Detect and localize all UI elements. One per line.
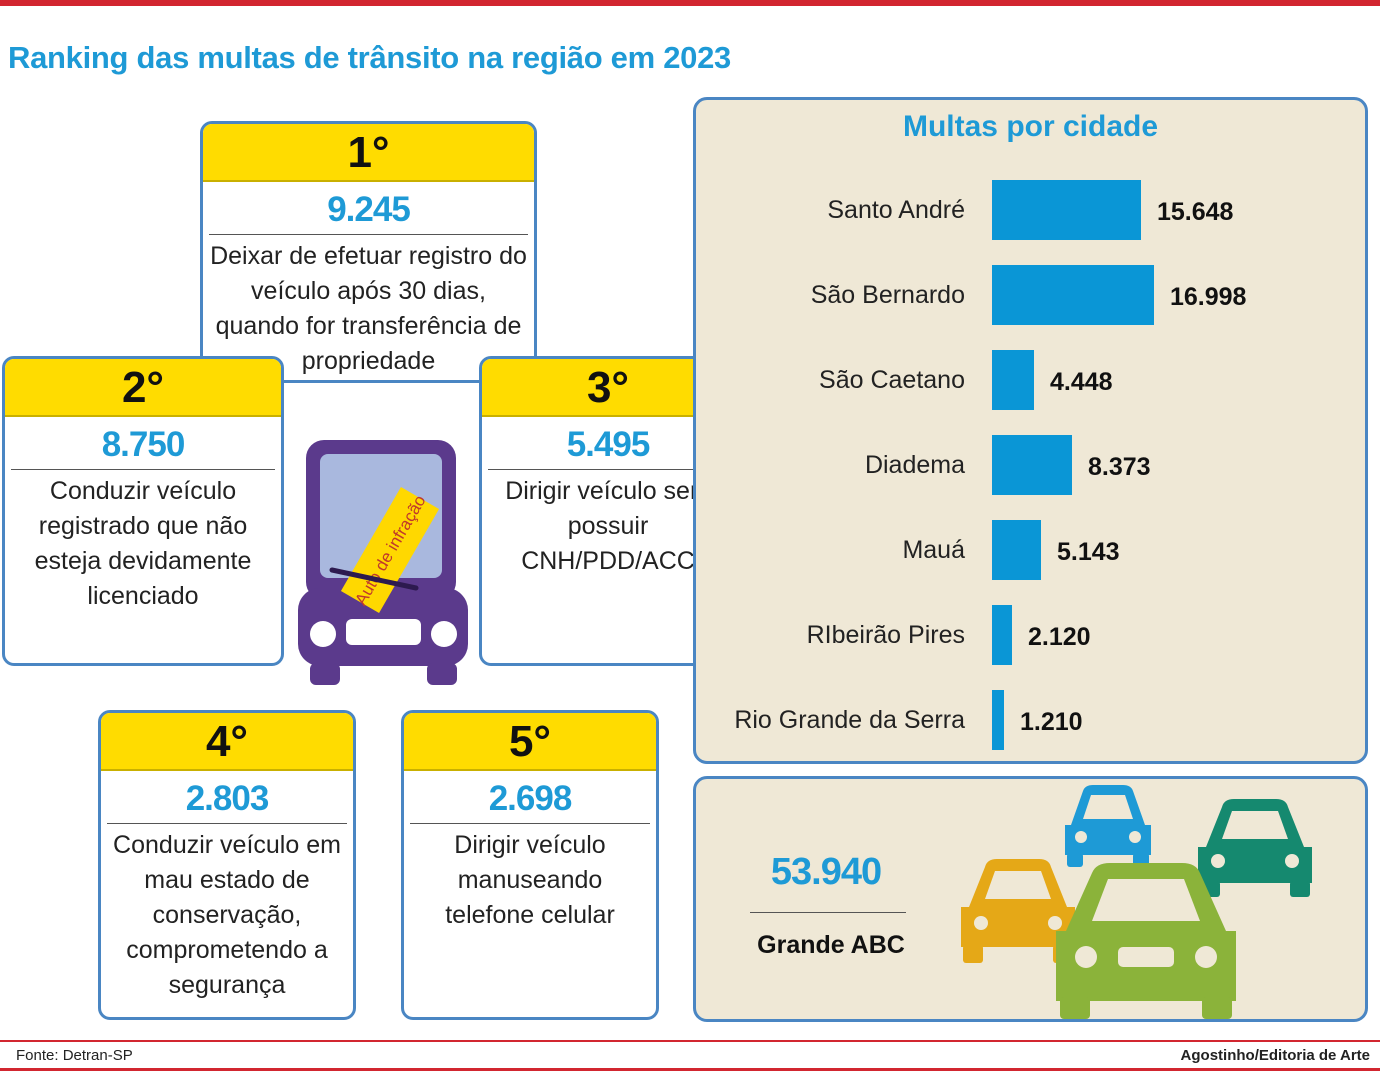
top-rule: [0, 0, 1380, 6]
rank-card-4: 4° 2.803 Conduzir veículo em mau estado …: [98, 710, 356, 1020]
rank-description: Conduzir veículo registrado que não este…: [34, 477, 252, 610]
total-panel: 53.940 Grande ABC: [693, 776, 1368, 1022]
rank-value: 2.698: [488, 779, 573, 818]
divider: [750, 912, 906, 913]
category-label: Diadema: [864, 451, 965, 479]
bar: [992, 350, 1034, 410]
credit-note: Agostinho/Editoria de Arte: [1180, 1047, 1370, 1064]
data-label: 1.210: [1020, 708, 1083, 736]
divider: [11, 469, 275, 470]
data-label: 8.373: [1088, 453, 1151, 481]
rank-label: 5°: [404, 713, 656, 771]
chart-panel: Multas por cidade Santo André 15.648 São B…: [693, 97, 1368, 764]
category-label: Mauá: [902, 536, 965, 564]
rank-label: 1°: [203, 124, 534, 182]
category-label: RIbeirão Pires: [806, 621, 965, 649]
data-label: 5.143: [1057, 538, 1120, 566]
category-label: Santo André: [827, 196, 965, 224]
bar: [992, 605, 1012, 665]
rank-description: Deixar de efetuar registro do veículo ap…: [210, 242, 527, 375]
page-title: Ranking das multas de trânsito na região…: [8, 40, 731, 75]
data-label: 4.448: [1050, 368, 1113, 396]
category-label: Rio Grande da Serra: [734, 706, 965, 734]
data-label: 15.648: [1157, 198, 1234, 226]
rank-label: 4°: [101, 713, 353, 771]
cars-icon: [961, 785, 1312, 1019]
rank-label: 2°: [5, 359, 281, 417]
category-label: São Bernardo: [810, 281, 965, 309]
rank-card-5: 5° 2.698 Dirigir veículo manuseando tele…: [401, 710, 659, 1020]
rank-card-2: 2° 8.750 Conduzir veículo registrado que…: [2, 356, 284, 666]
bottom-rule: [0, 1068, 1380, 1071]
rank-value: 2.803: [185, 779, 270, 818]
rank-value: 5.495: [566, 425, 651, 464]
total-value: 53.940: [770, 851, 882, 893]
divider: [410, 823, 650, 824]
rank-value: 8.750: [101, 425, 186, 464]
rank-description: Dirigir veículo sem possuir CNH/PDD/ACC: [505, 477, 711, 575]
bar: [992, 180, 1141, 240]
data-label: 2.120: [1028, 623, 1091, 651]
car-ticket-icon: Auto de infração: [298, 440, 468, 685]
bar: [992, 265, 1154, 325]
bar: [992, 435, 1072, 495]
rank-card-1: 1° 9.245 Deixar de efetuar registro do v…: [200, 121, 537, 383]
rank-label: 3°: [482, 359, 734, 417]
divider: [107, 823, 347, 824]
rank-description: Dirigir veículo manuseando telefone celu…: [445, 831, 615, 929]
divider: [209, 234, 528, 235]
data-label: 16.998: [1170, 283, 1247, 311]
bar: [992, 520, 1041, 580]
footer-rule: [0, 1040, 1380, 1042]
category-label: São Caetano: [819, 366, 965, 394]
chart-title: Multas por cidade: [902, 110, 1159, 143]
rank-value: 9.245: [327, 190, 411, 229]
total-label: Grande ABC: [757, 931, 905, 959]
source-note: Fonte: Detran-SP: [16, 1047, 133, 1064]
rank-description: Conduzir veículo em mau estado de conser…: [113, 831, 341, 999]
bar: [992, 690, 1004, 750]
divider: [488, 469, 728, 470]
